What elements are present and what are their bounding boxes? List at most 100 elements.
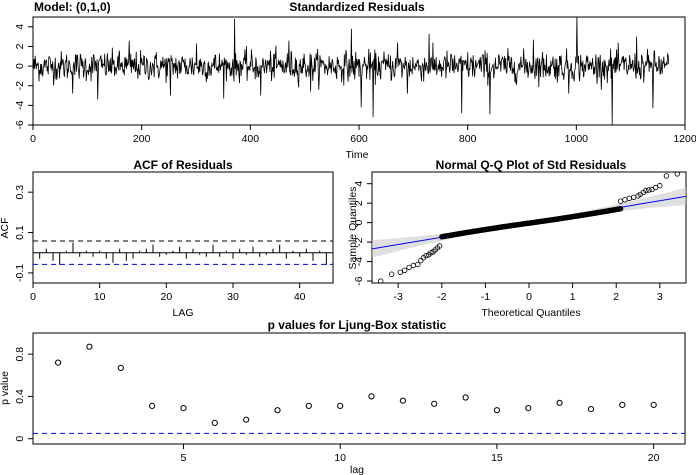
acf-title: ACF of Residuals [133,158,233,172]
acf-y-axis: -0.1 0.1 0.3 [14,185,33,282]
ljung-y-label: p value [0,371,11,405]
qq-point [626,195,632,201]
x-tick-label: 400 [242,133,260,145]
x-tick-label: 40 [294,291,306,303]
ljung-p-value-point [399,397,406,404]
qq-point [622,197,628,203]
ljung-p-value-point [462,394,469,401]
acf-panel: ACF of Residuals 0 10 20 30 40 -0.1 0.1 0.3 LA… [0,158,334,319]
x-tick-label: 10 [334,452,346,464]
x-tick-label: -2 [437,291,446,303]
qq-point [617,205,624,212]
residuals-marks [33,16,670,126]
x-tick-label: 1 [570,291,576,303]
ljung-p-value-point [274,407,281,414]
ljung-box-panel: p values for Ljung-Box statistic 5 10 15 20… [0,318,686,475]
ljung-p-value-point [243,416,250,423]
y-tick-label: 0 [14,436,26,442]
qq-point [663,173,670,179]
qq-point [402,267,408,273]
ljung-p-value-point [619,401,626,408]
x-tick-label: 0 [30,133,36,145]
qq-point [643,187,649,194]
qq-point [418,257,424,264]
qq-point [378,278,384,283]
acf-marks [33,240,334,265]
ljung-p-value-point [525,405,532,412]
qq-point [657,182,663,189]
ljung-p-value-point [368,393,375,400]
y-tick-label: -4 [14,101,26,110]
residuals-panel: Standardized Residuals 0 200 400 600 800 1000… [14,0,696,161]
y-tick-label: 0 [353,220,365,226]
qq-x-axis: -3 -2 -1 0 1 2 3 [393,283,663,303]
ljung-title: p values for Ljung-Box statistic [268,318,447,332]
ljung-plot-frame [32,332,686,445]
qq-y-label: Sample Quantiles [347,187,359,270]
y-tick-label: 0.8 [14,347,26,362]
qq-point [423,252,429,259]
x-tick-label: 0 [526,291,532,303]
x-tick-label: 0 [30,291,36,303]
x-tick-label: 3 [657,291,663,303]
ljung-p-value-point [117,364,124,371]
x-tick-label: 600 [350,133,368,145]
ljung-p-value-point [149,402,156,409]
x-tick-label: 800 [459,133,477,145]
x-tick-label: 30 [227,291,239,303]
y-tick-label: 0.1 [14,225,26,240]
y-tick-label: -6 [353,276,365,285]
y-tick-label: -0.1 [14,264,26,282]
y-tick-label: 0.4 [14,389,26,404]
x-tick-label: 20 [160,291,172,303]
y-tick-label: 2 [14,43,26,49]
x-tick-label: 15 [491,452,503,464]
y-tick-label: 0 [14,63,26,69]
residuals-x-axis: 0 200 400 600 800 1000 1200 [30,125,696,145]
y-tick-label: -6 [14,120,26,129]
qq-point [410,262,417,269]
ljung-p-value-point [55,359,62,366]
ljung-y-axis: 0 0.4 0.8 [14,347,33,442]
y-tick-label: -2 [353,237,365,246]
ljung-p-value-point [180,405,187,412]
y-tick-label: 2 [353,200,365,206]
qq-point [674,172,680,177]
x-tick-label: 10 [94,291,106,303]
ljung-p-value-point [493,407,500,414]
acf-y-label: ACF [0,218,11,239]
qq-point [415,261,421,268]
ljung-p-value-point [650,401,657,408]
residuals-x-label: Time [346,149,369,161]
y-tick-label: 0.3 [14,185,26,200]
qq-point [652,184,659,191]
y-tick-label: 4 [14,24,26,30]
ljung-p-value-point [337,402,344,409]
x-tick-label: 2 [613,291,619,303]
x-tick-label: -1 [481,291,490,303]
ljung-p-value-point [556,399,563,406]
qq-clipped-layer [372,172,686,283]
qq-point [406,264,412,271]
x-tick-label: 5 [181,452,187,464]
qq-y-axis: -6 -4 -2 0 2 4 [353,181,372,286]
qq-point [646,187,652,193]
y-tick-label: 4 [353,181,365,187]
qq-marks [372,172,686,283]
ljung-p-value-point [305,402,312,409]
residuals-title: Standardized Residuals [289,0,425,14]
acf-plot-frame [32,171,334,284]
x-tick-label: 1000 [565,133,589,145]
ljung-p-value-point [587,406,595,413]
residuals-y-axis: -6 -4 -2 0 2 4 [14,24,33,130]
qq-point [397,269,403,275]
qq-point [388,271,395,277]
qq-panel: Normal Q-Q Plot of Std Residuals -3 -2 -1 0… [347,158,687,319]
acf-x-axis: 0 10 20 30 40 [30,283,306,303]
x-tick-label: 200 [133,133,151,145]
qq-x-label: Theoretical Quantiles [481,307,580,319]
x-tick-label: 1200 [673,133,696,145]
ljung-x-axis: 5 10 15 20 [181,444,660,464]
ljung-p-value-point [431,400,438,407]
